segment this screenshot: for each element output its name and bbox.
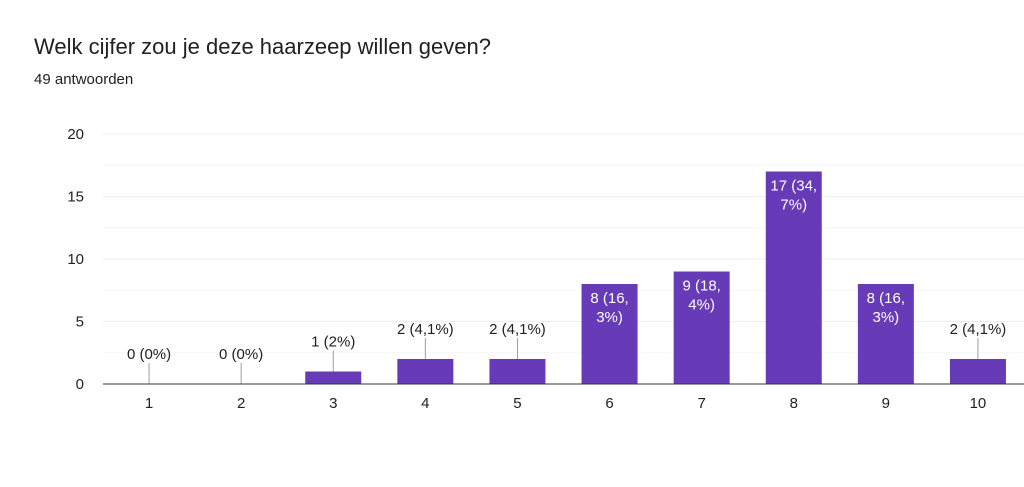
y-tick-label: 5 xyxy=(76,314,84,331)
y-tick-label: 0 xyxy=(76,376,84,393)
x-tick-label: 3 xyxy=(329,395,337,412)
bar xyxy=(765,171,822,384)
response-count: 49 antwoorden xyxy=(34,71,134,88)
y-tick-label: 20 xyxy=(67,126,84,143)
data-label: 2 (4,1%) xyxy=(950,321,1007,338)
x-tick-label: 4 xyxy=(421,395,429,412)
bar xyxy=(489,359,546,384)
data-label: 0 (0%) xyxy=(219,346,263,363)
bar xyxy=(857,284,914,384)
x-tick-label: 8 xyxy=(790,395,798,412)
y-tick-label: 10 xyxy=(67,251,84,268)
data-label: 9 (18, 4%) xyxy=(682,278,720,314)
data-label: 1 (2%) xyxy=(311,334,355,351)
bar xyxy=(305,371,362,384)
x-tick-label: 10 xyxy=(970,395,987,412)
x-tick-label: 2 xyxy=(237,395,245,412)
x-tick-label: 1 xyxy=(145,395,153,412)
data-label: 8 (16, 3%) xyxy=(590,290,628,326)
x-tick-label: 5 xyxy=(513,395,521,412)
x-tick-label: 7 xyxy=(697,395,705,412)
bar xyxy=(581,284,638,384)
x-tick-label: 6 xyxy=(605,395,613,412)
bar xyxy=(949,359,1006,384)
data-label: 17 (34, 7%) xyxy=(770,178,817,214)
data-label: 0 (0%) xyxy=(127,346,171,363)
data-label: 2 (4,1%) xyxy=(397,321,454,338)
bar xyxy=(673,271,730,384)
y-tick-label: 15 xyxy=(67,189,84,206)
data-label: 8 (16, 3%) xyxy=(867,290,905,326)
x-tick-label: 9 xyxy=(882,395,890,412)
bar xyxy=(397,359,454,384)
chart-title: Welk cijfer zou je deze haarzeep willen … xyxy=(34,34,491,59)
data-label: 2 (4,1%) xyxy=(489,321,546,338)
